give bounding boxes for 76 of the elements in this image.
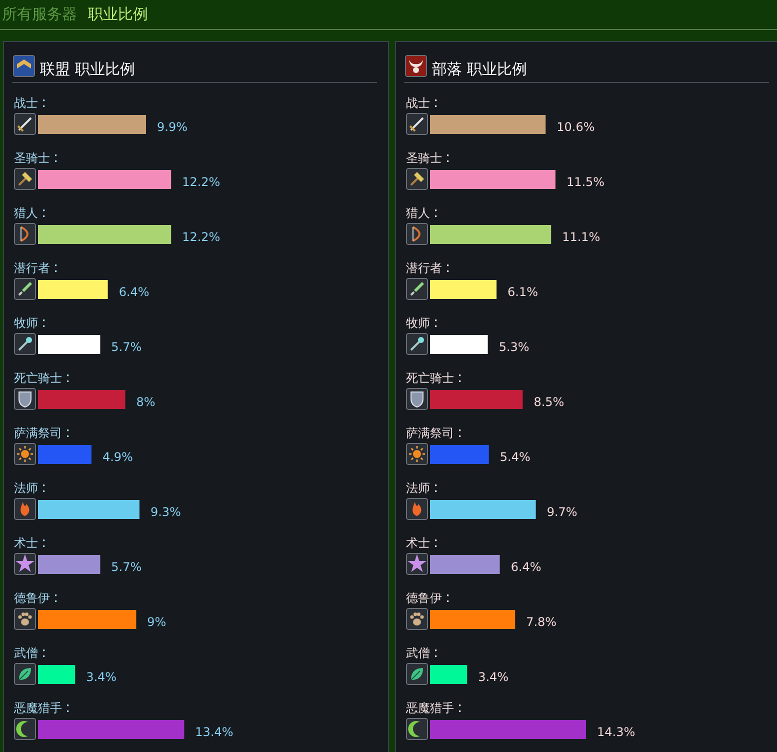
data-label: 3.4%: [478, 670, 509, 684]
data-label: 5.3%: [498, 340, 530, 354]
bar: [38, 115, 146, 134]
bar: [430, 720, 586, 739]
bar: [38, 610, 136, 629]
bar: [430, 225, 552, 244]
data-label: 5.4%: [500, 450, 530, 464]
data-label: 5.7%: [111, 340, 142, 354]
data-label: 8%: [136, 395, 156, 409]
data-label: 9.3%: [150, 505, 181, 519]
text: 所有服务器: [2, 5, 77, 23]
y-tick-label: 萨满祭司: [14, 426, 62, 440]
bar: [38, 665, 76, 684]
y-tick-label: 牧师: [14, 316, 38, 330]
data-label: 5.7%: [111, 560, 142, 574]
y-tick-label: 德鲁伊: [14, 591, 50, 605]
data-label: 9.9%: [157, 120, 188, 134]
bar: [38, 555, 100, 574]
bar: [430, 665, 468, 684]
bar: [430, 500, 536, 519]
y-tick-label: 武僧: [406, 646, 430, 660]
bar: [430, 115, 546, 134]
bar: [38, 390, 126, 409]
y-tick-label: 萨满祭司: [406, 426, 454, 440]
bar: [38, 720, 184, 739]
data-label: 3.4%: [86, 670, 117, 684]
y-tick-label: 恶魔猎手: [13, 701, 62, 715]
data-label: 7.8%: [526, 615, 557, 629]
y-tick-label: 潜行者: [14, 261, 50, 275]
chart-title: 联盟 职业比例: [40, 60, 135, 78]
data-label: 6.4%: [118, 285, 150, 299]
bar: [38, 280, 108, 299]
y-tick-label: 法师: [406, 481, 430, 495]
bar: [430, 555, 500, 574]
bar: [430, 390, 523, 409]
y-tick-label: 德鲁伊: [406, 591, 442, 605]
data-label: 14.3%: [597, 725, 636, 739]
y-tick-label: 战士: [14, 96, 38, 110]
y-tick-label: 圣骑士: [14, 151, 50, 165]
data-label: 4.9%: [102, 450, 133, 464]
bar: [430, 445, 489, 464]
y-tick-label: 圣骑士: [406, 151, 442, 165]
data-label: 9%: [147, 615, 166, 629]
y-tick-label: 术士: [14, 536, 38, 550]
y-tick-label: 猎人: [406, 206, 430, 220]
data-label: 12.2%: [182, 230, 220, 244]
data-label: 6.1%: [508, 285, 538, 299]
bar: [38, 445, 92, 464]
y-tick-label: 牧师: [406, 316, 430, 330]
y-tick-label: 术士: [406, 536, 430, 550]
y-tick-label: 猎人: [14, 206, 38, 220]
y-tick-label: 法师: [14, 481, 38, 495]
y-tick-label: 战士: [406, 96, 430, 110]
y-tick-label: 恶魔猎手: [405, 701, 454, 715]
data-label: 9.7%: [546, 505, 578, 519]
y-tick-label: 潜行者: [406, 261, 442, 275]
data-label: 12.2%: [182, 175, 220, 189]
bar: [430, 335, 488, 354]
y-tick-label: 死亡骑士: [406, 371, 454, 385]
bar: [430, 280, 497, 299]
y-tick-label: 死亡骑士: [14, 371, 62, 385]
data-label: 13.4%: [195, 725, 234, 739]
bar: [38, 500, 140, 519]
data-label: 8.5%: [534, 395, 564, 409]
y-tick-label: 武僧: [14, 646, 38, 660]
data-label: 11.1%: [562, 230, 600, 244]
data-label: 10.6%: [556, 120, 595, 134]
chart-title: 部落 职业比例: [432, 60, 527, 78]
bar: [38, 335, 100, 354]
bar: [38, 170, 172, 189]
data-label: 11.5%: [566, 175, 605, 189]
text: 职业比例: [88, 5, 148, 23]
bar: [430, 170, 556, 189]
data-label: 6.4%: [510, 560, 542, 574]
bar: [430, 610, 516, 629]
bar: [38, 225, 172, 244]
